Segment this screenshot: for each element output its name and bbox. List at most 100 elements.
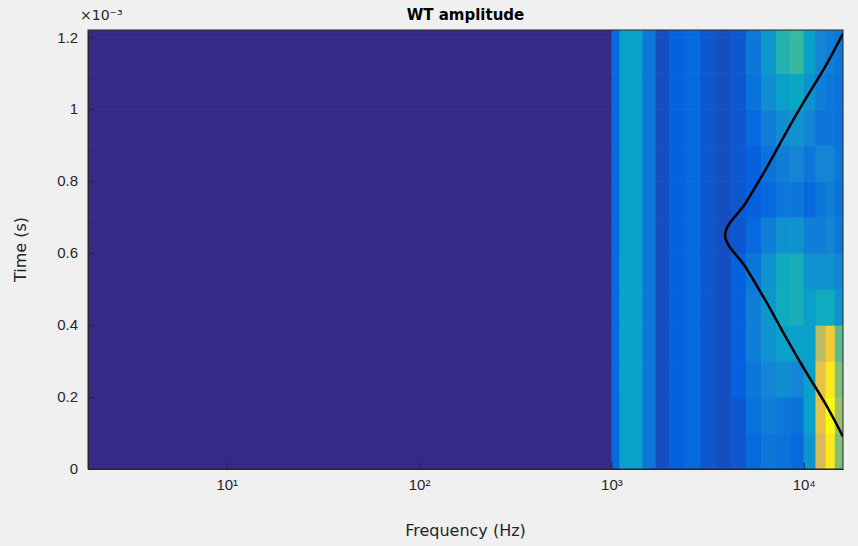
heatmap-cell bbox=[630, 217, 643, 254]
heatmap-cell bbox=[88, 181, 612, 218]
heatmap-cell bbox=[700, 397, 716, 434]
x-axis: 10¹10²10³10⁴ bbox=[89, 463, 844, 493]
x-tick: 10⁴ bbox=[793, 463, 816, 493]
heatmap-cell bbox=[685, 217, 701, 254]
heatmap-cell bbox=[656, 289, 670, 326]
y-tick-label: 0 bbox=[70, 460, 78, 477]
y-tick-mark bbox=[88, 37, 94, 38]
heatmap-cell bbox=[761, 397, 777, 434]
heatmap-cell bbox=[656, 181, 670, 218]
heatmap-cell bbox=[804, 109, 816, 146]
x-axis-title: Frequency (Hz) bbox=[405, 521, 526, 540]
y-tick-label: 0.8 bbox=[57, 172, 78, 189]
heatmap-cell bbox=[685, 145, 701, 182]
heatmap-cell bbox=[700, 433, 716, 469]
heatmap-cell bbox=[642, 73, 656, 110]
heatmap-cell bbox=[611, 217, 620, 254]
y-tick-mark bbox=[88, 253, 94, 254]
heatmap-cell bbox=[716, 253, 732, 290]
heatmap-cell bbox=[611, 145, 620, 182]
heatmap-cell bbox=[790, 433, 804, 469]
heatmap-cell bbox=[619, 181, 630, 218]
heatmap-cell bbox=[630, 397, 643, 434]
y-tick: 1 bbox=[70, 100, 94, 117]
heatmap-cell bbox=[746, 37, 762, 74]
heatmap-cell bbox=[619, 289, 630, 326]
x-tick-mark bbox=[227, 463, 228, 469]
heatmap-cell bbox=[619, 361, 630, 398]
heatmap-cell bbox=[826, 253, 836, 290]
heatmap-cell bbox=[700, 145, 716, 182]
heatmap-cell bbox=[746, 73, 762, 110]
heatmap-cell bbox=[746, 397, 762, 434]
heatmap-cell bbox=[790, 37, 804, 74]
heatmap-cell bbox=[826, 325, 836, 362]
heatmap-cell bbox=[630, 145, 643, 182]
heatmap-cell bbox=[619, 325, 630, 362]
heatmap-cell bbox=[656, 217, 670, 254]
heatmap-cell bbox=[642, 433, 656, 469]
heatmap-cell bbox=[88, 289, 612, 326]
heatmap-cell bbox=[776, 145, 790, 182]
heatmap-cell bbox=[88, 109, 612, 146]
heatmap-cell bbox=[685, 397, 701, 434]
heatmap-cell bbox=[669, 253, 685, 290]
heatmap-cell bbox=[656, 145, 670, 182]
heatmap-cell bbox=[619, 217, 630, 254]
line-series bbox=[725, 34, 843, 437]
heatmap-cell bbox=[656, 37, 670, 74]
heatmap-cell bbox=[776, 397, 790, 434]
heatmap-cell bbox=[776, 37, 790, 74]
heatmap-cell bbox=[642, 397, 656, 434]
heatmap-cell bbox=[746, 325, 762, 362]
heatmap-cell bbox=[804, 37, 816, 74]
heatmap-cell bbox=[669, 325, 685, 362]
chart-root: 10¹10²10³10⁴00.20.40.60.811.2WT amplitud… bbox=[0, 0, 858, 546]
heatmap-cell bbox=[761, 30, 777, 38]
heatmap-cell bbox=[88, 145, 612, 182]
heatmap-cell bbox=[611, 73, 620, 110]
heatmap-cell bbox=[656, 109, 670, 146]
heatmap-cell bbox=[611, 37, 620, 74]
plot-frame bbox=[88, 30, 843, 469]
heatmap-cell bbox=[669, 361, 685, 398]
heatmap-cell bbox=[669, 30, 685, 38]
heatmap-cell bbox=[790, 289, 804, 326]
heatmap-cell bbox=[700, 325, 716, 362]
y-tick-mark bbox=[88, 109, 94, 110]
heatmap-cell bbox=[88, 253, 612, 290]
heatmap-cell bbox=[685, 433, 701, 469]
heatmap-cell bbox=[669, 109, 685, 146]
heatmap-cell bbox=[669, 145, 685, 182]
heatmap-cell bbox=[630, 433, 643, 469]
heatmap-cell bbox=[815, 181, 826, 218]
heatmap-cell bbox=[790, 397, 804, 434]
heatmap bbox=[88, 30, 843, 469]
heatmap-cell bbox=[669, 397, 685, 434]
heatmap-cell bbox=[700, 30, 716, 38]
heatmap-cell bbox=[88, 433, 612, 469]
heatmap-cell bbox=[804, 289, 816, 326]
heatmap-cell bbox=[656, 73, 670, 110]
x-tick-mark bbox=[611, 463, 612, 469]
heatmap-cell bbox=[642, 181, 656, 218]
heatmap-cell bbox=[835, 325, 843, 362]
heatmap-cell bbox=[716, 361, 732, 398]
heatmap-cell bbox=[630, 181, 643, 218]
heatmap-cell bbox=[716, 109, 732, 146]
heatmap-cell bbox=[790, 181, 804, 218]
heatmap-cell bbox=[700, 253, 716, 290]
heatmap-cell bbox=[685, 289, 701, 326]
y-tick-mark bbox=[88, 397, 94, 398]
heatmap-cell bbox=[746, 217, 762, 254]
heatmap-cell bbox=[716, 397, 732, 434]
x-tick-label: 10³ bbox=[601, 476, 623, 493]
heatmap-cell bbox=[685, 73, 701, 110]
heatmap-cell bbox=[804, 325, 816, 362]
heatmap-cell bbox=[746, 145, 762, 182]
heatmap-cell bbox=[656, 397, 670, 434]
heatmap-cell bbox=[776, 181, 790, 218]
heatmap-cell bbox=[815, 217, 826, 254]
x-tick-mark bbox=[419, 463, 420, 469]
heatmap-cell bbox=[700, 181, 716, 218]
